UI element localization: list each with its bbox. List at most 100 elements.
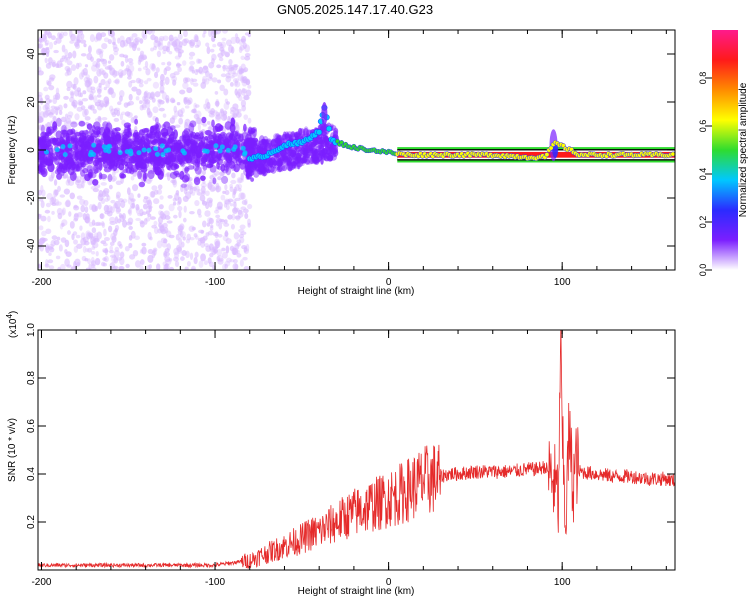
noise-dot [185,238,191,244]
noise-dot [119,74,123,79]
noise-dot [114,246,120,252]
noise-dot [124,111,131,117]
noise-dot [238,95,243,102]
noise-dot [55,87,60,95]
noise-dot [163,250,168,258]
noise-dot [85,248,89,253]
noise-dot [139,38,144,44]
noise-dot [78,100,84,106]
noise-dot [38,70,44,76]
noise-dot [240,172,244,181]
noise-dot [214,30,222,35]
noise-dot [50,147,56,158]
ridge-point [316,129,323,136]
noise-dot [261,166,267,172]
noise-dot [200,81,207,89]
noise-dot [220,194,226,201]
noise-dot [127,58,134,63]
noise-dot [206,222,211,227]
noise-dot [210,35,216,42]
noise-dot [224,52,230,58]
noise-dot [214,100,220,107]
noise-dot [98,222,103,226]
noise-dot [109,254,117,258]
noise-dot [87,169,94,179]
snr-x-label: Height of straight line (km) [298,586,415,597]
noise-dot [225,75,232,83]
noise-dot [193,233,198,238]
noise-dot [51,235,58,240]
noise-dot [111,177,116,183]
noise-dot [113,70,120,76]
noise-dot [224,219,228,224]
noise-dot [124,246,130,252]
noise-dot [229,75,235,79]
x-tick-label: 100 [554,577,571,588]
noise-dot [119,113,124,121]
noise-dot [267,166,275,173]
noise-dot [61,209,65,216]
noise-dot [180,183,187,188]
noise-dot [130,198,136,202]
noise-dot [139,259,145,265]
noise-dot [95,251,99,257]
noise-dot [230,46,235,54]
noise-dot [128,64,135,73]
noise-dot [243,67,249,73]
noise-dot [152,115,157,121]
noise-dot [173,256,180,262]
x-tick-label: 0 [386,577,392,588]
noise-dot [144,99,151,105]
noise-dot [130,117,135,123]
noise-dot [109,245,114,252]
noise-dot [217,259,224,265]
noise-dot [201,169,206,176]
noise-dot [80,162,84,168]
noise-dot [180,241,185,248]
noise-dot [235,184,240,192]
noise-dot [204,105,211,112]
noise-dot [129,167,135,175]
noise-dot [202,32,206,38]
noise-dot [139,50,145,56]
noise-dot [186,135,193,141]
x-tick-label: 100 [554,277,571,288]
noise-dot [50,35,56,41]
noise-dot [160,152,166,158]
noise-dot [163,227,169,234]
noise-dot [53,179,58,186]
noise-dot [91,142,97,148]
noise-dot [65,199,71,208]
noise-dot [155,263,161,270]
noise-dot [137,193,141,198]
noise-dot [208,110,214,115]
noise-dot [225,39,232,47]
noise-dot [209,48,215,53]
noise-dot [240,38,246,43]
noise-dot [83,199,89,207]
ridge-point [670,151,675,157]
noise-dot [204,148,210,154]
noise-dot [279,156,285,161]
noise-dot [285,135,291,141]
noise-dot [176,244,182,253]
noise-dot [48,84,55,91]
noise-dot [38,111,41,117]
noise-dot [139,249,144,254]
noise-dot [239,44,245,51]
noise-dot [208,199,213,208]
noise-dot [236,242,241,247]
noise-dot [107,78,112,85]
noise-dot [135,217,141,222]
spectrogram-ridge [246,102,675,163]
noise-dot [53,239,60,246]
noise-dot [117,157,122,166]
noise-dot [222,190,226,194]
noise-dot [216,255,221,262]
noise-dot [108,54,115,61]
noise-dot [229,109,236,115]
noise-dot [108,87,115,95]
noise-dot [208,150,214,158]
noise-dot [168,234,175,239]
noise-dot [243,123,247,132]
